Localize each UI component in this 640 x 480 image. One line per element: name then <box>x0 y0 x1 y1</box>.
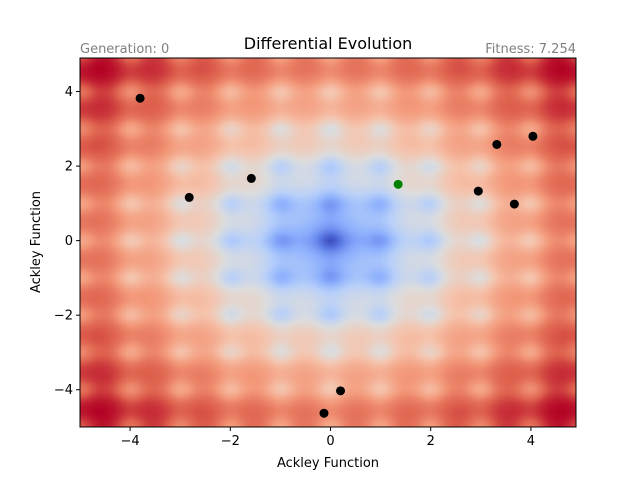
points-layer <box>135 93 538 418</box>
y-tick-label: 2 <box>65 160 73 175</box>
population-point <box>528 131 538 141</box>
generation-label: Generation: 0 <box>80 42 169 57</box>
y-tick-label: −2 <box>54 309 73 324</box>
y-tick-label: 4 <box>65 85 73 100</box>
population-point <box>473 186 483 196</box>
population-point <box>336 386 346 396</box>
x-tick-label: 4 <box>527 434 535 449</box>
population-point <box>492 139 502 149</box>
x-tick-label: −4 <box>121 434 140 449</box>
fitness-label: Fitness: 7.254 <box>485 42 576 57</box>
x-tick-label: −2 <box>221 434 240 449</box>
population-point <box>319 408 329 418</box>
population-point <box>246 173 256 183</box>
y-axis-label: Ackley Function <box>29 191 44 293</box>
y-tick-label: 0 <box>65 234 73 249</box>
population-point <box>184 192 194 202</box>
chart-title: Differential Evolution <box>244 34 413 53</box>
x-axis-ticks: −4 −2 0 2 4 <box>121 427 535 449</box>
x-tick-label: 0 <box>326 434 334 449</box>
y-axis-ticks: −4 −2 0 2 4 <box>54 85 80 398</box>
y-tick-label: −4 <box>54 383 73 398</box>
ackley-heatmap <box>80 58 576 427</box>
population-point <box>135 93 145 103</box>
best-point <box>393 179 403 189</box>
x-axis-label: Ackley Function <box>277 456 379 471</box>
population-point <box>509 199 519 209</box>
x-tick-label: 2 <box>427 434 435 449</box>
plot-frame <box>79 57 577 428</box>
